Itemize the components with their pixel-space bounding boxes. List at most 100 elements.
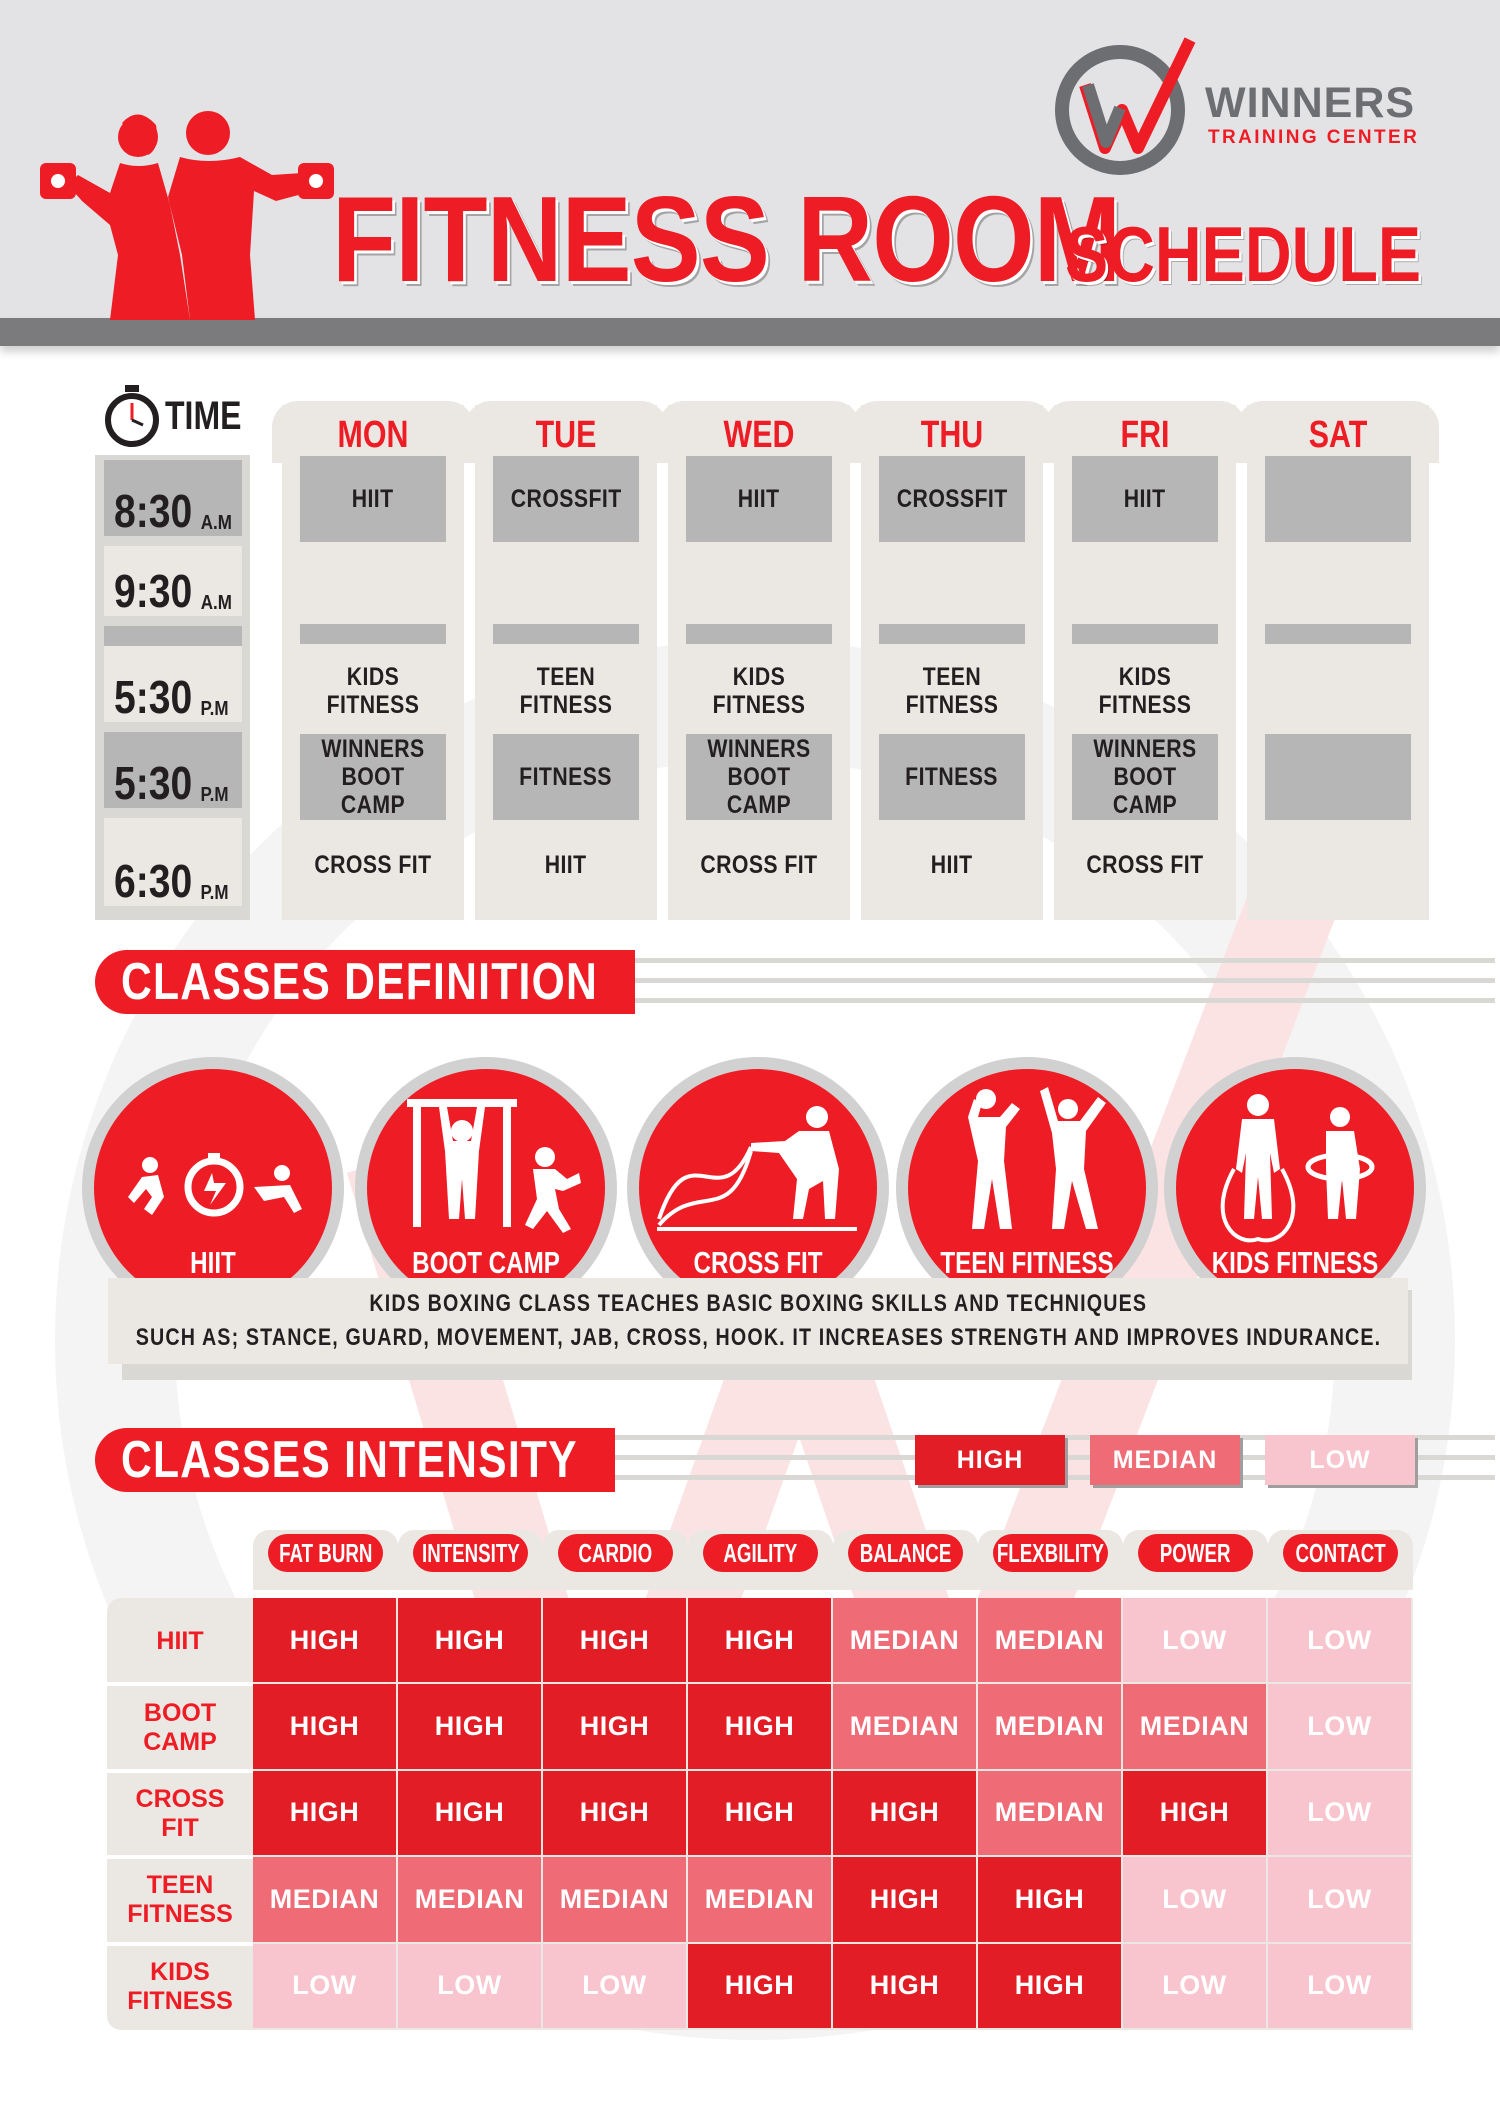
class-slot: KIDS FITNESS xyxy=(300,648,446,734)
intensity-cell: HIGH xyxy=(1123,1770,1268,1858)
time-slot: 6:30 P.M xyxy=(104,818,242,906)
row-separator xyxy=(107,1682,253,1687)
class-slot xyxy=(1265,820,1411,910)
day-column-tue: TUE CROSSFIT TEEN FITNESS FITNESS HIIT xyxy=(465,401,667,920)
class-badge: HIIT xyxy=(82,1057,344,1319)
time-ampm: A.M xyxy=(200,512,232,534)
class-slot: CROSSFIT xyxy=(879,456,1025,542)
time-ampm: P.M xyxy=(200,882,229,904)
intensity-cell: HIGH xyxy=(978,1943,1123,2030)
intensity-cell: LOW xyxy=(1268,1943,1413,2030)
slot-separator xyxy=(493,624,639,644)
class-badge-circle: HIIT xyxy=(94,1069,332,1307)
intensity-column-header: BALANCE xyxy=(833,1530,978,1590)
column-header-label: FAT BURN xyxy=(278,1537,373,1568)
class-slot-label: FITNESS xyxy=(905,763,999,791)
day-tab xyxy=(1237,401,1439,463)
intensity-column-header: CARDIO xyxy=(543,1530,688,1590)
class-slot-label: HIIT xyxy=(931,851,973,879)
class-slot: WINNERS BOOT CAMP xyxy=(686,734,832,820)
day-column-mon: MON HIIT KIDS FITNESS WINNERS BOOT CAMP CROS… xyxy=(272,401,474,920)
class-slot: CROSS FIT xyxy=(686,820,832,910)
class-slot xyxy=(879,542,1025,624)
class-slot-label: WINNERS BOOT CAMP xyxy=(321,735,425,819)
class-slot: KIDS FITNESS xyxy=(686,648,832,734)
stopwatch-icon xyxy=(105,385,159,447)
intensity-cell: MEDIAN xyxy=(833,1684,978,1771)
time-value: 6:30 xyxy=(114,855,193,907)
day-column-thu: THU CROSSFIT TEEN FITNESS FITNESS HIIT xyxy=(851,401,1053,920)
column-header-label: CARDIO xyxy=(578,1537,653,1568)
time-slot: 5:30 P.M xyxy=(104,646,242,722)
intensity-cell: LOW xyxy=(1268,1770,1413,1858)
intensity-cell: MEDIAN xyxy=(253,1857,398,1944)
intensity-cell: HIGH xyxy=(688,1684,833,1771)
winners-w-check-logo xyxy=(1055,37,1196,175)
intensity-cell: LOW xyxy=(253,1943,398,2030)
pullup-squat-icon xyxy=(407,1099,581,1233)
class-slot: HIIT xyxy=(1072,456,1218,542)
intensity-cell: HIGH xyxy=(253,1598,398,1685)
class-slot-label: TEEN FITNESS xyxy=(519,663,613,719)
class-slot-label: CROSS FIT xyxy=(700,851,818,879)
class-badge: KIDS FITNESS xyxy=(1164,1057,1426,1319)
time-slot: 9:30 A.M xyxy=(104,546,242,616)
class-badge-label: CROSS FIT xyxy=(693,1245,823,1280)
intensity-cell: MEDIAN xyxy=(543,1857,688,1944)
class-slot-label: WINNERS BOOT CAMP xyxy=(707,735,811,819)
definition-text-line-2: SUCH AS; STANCE, GUARD, MOVEMENT, JAB, C… xyxy=(135,1324,1381,1351)
title-sub: SCHEDULE xyxy=(1065,210,1422,298)
class-slot xyxy=(1265,734,1411,820)
intensity-cell: MEDIAN xyxy=(1123,1684,1268,1771)
slot-separator xyxy=(1072,624,1218,644)
intensity-cell: HIGH xyxy=(398,1684,543,1771)
class-slot: WINNERS BOOT CAMP xyxy=(300,734,446,820)
intensity-cell: HIGH xyxy=(543,1684,688,1771)
class-slot: HIIT xyxy=(300,456,446,542)
slot-separator xyxy=(1265,624,1411,644)
time-ampm: P.M xyxy=(200,698,229,720)
column-header-label: AGILITY xyxy=(723,1537,798,1568)
class-slot-label: FITNESS xyxy=(519,763,613,791)
time-value: 5:30 xyxy=(114,671,193,723)
class-slot-label: HIIT xyxy=(1124,485,1166,513)
time-value: 9:30 xyxy=(114,565,193,617)
row-separator xyxy=(107,1768,253,1773)
class-slot-label: HIIT xyxy=(352,485,394,513)
column-header-label: FLEXBILITY xyxy=(996,1537,1105,1568)
intensity-cell: HIGH xyxy=(688,1770,833,1858)
column-header-pill: POWER xyxy=(1138,1534,1253,1572)
class-slot-label: KIDS FITNESS xyxy=(712,663,806,719)
class-slot: TEEN FITNESS xyxy=(493,648,639,734)
slot-separator xyxy=(686,624,832,644)
intensity-cell: LOW xyxy=(1268,1857,1413,1944)
day-column-wed: WED HIIT KIDS FITNESS WINNERS BOOT CAMP CROS… xyxy=(658,401,860,920)
class-slot-label: CROSS FIT xyxy=(1086,851,1204,879)
column-header-label: POWER xyxy=(1160,1537,1231,1568)
intensity-cell: LOW xyxy=(1123,1857,1268,1944)
day-name: FRI xyxy=(1120,414,1170,456)
class-slot-label: CROSSFIT xyxy=(896,485,1008,513)
column-header-label: BALANCE xyxy=(859,1537,952,1568)
intensity-cell: HIGH xyxy=(833,1770,978,1858)
class-slot: HIIT xyxy=(686,456,832,542)
column-header-pill: FLEXBILITY xyxy=(993,1534,1108,1572)
intensity-cell: HIGH xyxy=(398,1598,543,1685)
class-badge-label: BOOT CAMP xyxy=(412,1245,560,1280)
intensity-cell: LOW xyxy=(1268,1598,1413,1685)
class-slot: CROSS FIT xyxy=(1072,820,1218,910)
intensity-cell: HIGH xyxy=(253,1770,398,1858)
class-slot-label: HIIT xyxy=(545,851,587,879)
time-separator xyxy=(104,626,242,646)
athletes-illustration xyxy=(40,111,334,320)
class-slot xyxy=(1265,456,1411,542)
class-slot xyxy=(1265,542,1411,624)
battle-ropes-icon xyxy=(657,1106,857,1231)
classes-definition-banner: CLASSES DEFINITION xyxy=(95,950,635,1014)
hiit-stopwatch-exercise-icon xyxy=(128,1153,302,1217)
time-value: 8:30 xyxy=(114,485,193,537)
intensity-cell: MEDIAN xyxy=(688,1857,833,1944)
class-badge-label: HIIT xyxy=(190,1245,236,1280)
class-slot-label: WINNERS BOOT CAMP xyxy=(1093,735,1197,819)
stretching-people-icon xyxy=(968,1087,1106,1229)
